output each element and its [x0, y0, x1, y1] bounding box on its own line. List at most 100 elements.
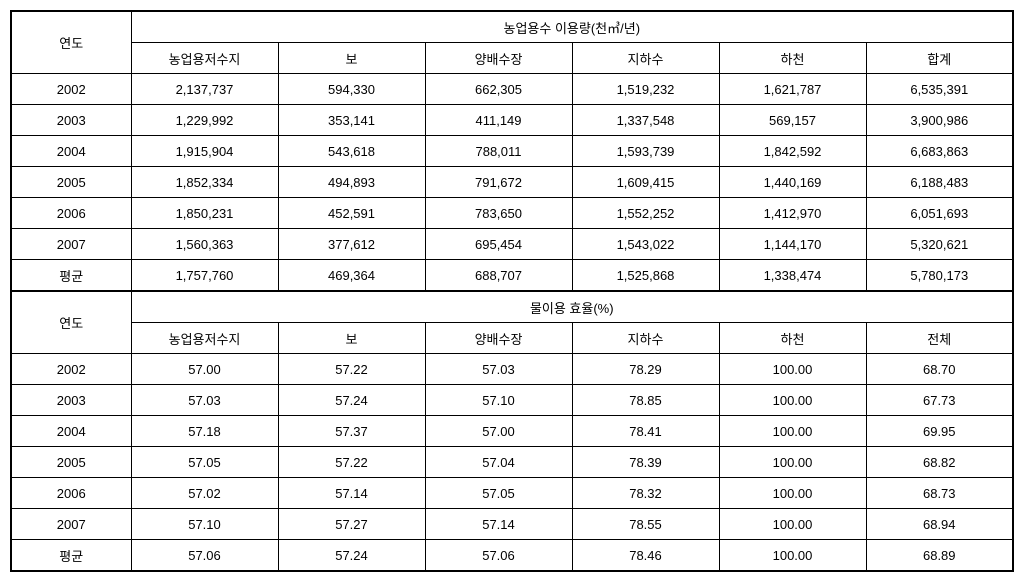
data-cell: 1,850,231 [131, 198, 278, 229]
year-cell: 2003 [11, 385, 131, 416]
data-cell: 57.04 [425, 447, 572, 478]
table-body: 연도 농업용수 이용량(천㎥/년) 농업용저수지 보 양배수장 지하수 하천 합… [11, 11, 1013, 571]
data-cell: 68.89 [866, 540, 1013, 572]
data-cell: 688,707 [425, 260, 572, 292]
data-cell: 69.95 [866, 416, 1013, 447]
data-cell: 5,780,173 [866, 260, 1013, 292]
data-cell: 1,852,334 [131, 167, 278, 198]
data-cell: 6,535,391 [866, 74, 1013, 105]
data-cell: 2,137,737 [131, 74, 278, 105]
data-cell: 100.00 [719, 354, 866, 385]
section1-col-3: 지하수 [572, 43, 719, 74]
data-cell: 569,157 [719, 105, 866, 136]
data-cell: 57.14 [278, 478, 425, 509]
table-row: 2002 57.00 57.22 57.03 78.29 100.00 68.7… [11, 354, 1013, 385]
data-cell: 1,440,169 [719, 167, 866, 198]
data-cell: 57.22 [278, 447, 425, 478]
data-cell: 1,144,170 [719, 229, 866, 260]
data-cell: 1,412,970 [719, 198, 866, 229]
year-cell: 2004 [11, 416, 131, 447]
data-cell: 57.10 [425, 385, 572, 416]
data-cell: 100.00 [719, 509, 866, 540]
data-cell: 353,141 [278, 105, 425, 136]
table-row: 2004 57.18 57.37 57.00 78.41 100.00 69.9… [11, 416, 1013, 447]
data-cell: 788,011 [425, 136, 572, 167]
section1-col-2: 양배수장 [425, 43, 572, 74]
table-row: 평균 1,757,760 469,364 688,707 1,525,868 1… [11, 260, 1013, 292]
data-cell: 68.70 [866, 354, 1013, 385]
data-cell: 6,683,863 [866, 136, 1013, 167]
data-cell: 469,364 [278, 260, 425, 292]
section1-col-4: 하천 [719, 43, 866, 74]
data-cell: 3,900,986 [866, 105, 1013, 136]
data-cell: 377,612 [278, 229, 425, 260]
year-cell: 2005 [11, 167, 131, 198]
data-cell: 57.00 [131, 354, 278, 385]
table-row: 2003 57.03 57.24 57.10 78.85 100.00 67.7… [11, 385, 1013, 416]
data-cell: 1,525,868 [572, 260, 719, 292]
year-cell: 2007 [11, 229, 131, 260]
data-cell: 494,893 [278, 167, 425, 198]
data-cell: 100.00 [719, 540, 866, 572]
data-cell: 68.94 [866, 509, 1013, 540]
data-cell: 57.24 [278, 385, 425, 416]
year-cell: 2003 [11, 105, 131, 136]
data-cell: 791,672 [425, 167, 572, 198]
data-cell: 78.29 [572, 354, 719, 385]
table-row: 2002 2,137,737 594,330 662,305 1,519,232… [11, 74, 1013, 105]
data-cell: 57.37 [278, 416, 425, 447]
data-cell: 57.05 [425, 478, 572, 509]
section2-year-header: 연도 [11, 291, 131, 354]
data-cell: 67.73 [866, 385, 1013, 416]
section1-col-1: 보 [278, 43, 425, 74]
data-cell: 1,338,474 [719, 260, 866, 292]
data-cell: 1,621,787 [719, 74, 866, 105]
data-cell: 1,560,363 [131, 229, 278, 260]
section1-header-row2: 농업용저수지 보 양배수장 지하수 하천 합계 [11, 43, 1013, 74]
data-cell: 1,609,415 [572, 167, 719, 198]
data-cell: 57.14 [425, 509, 572, 540]
section2-col-2: 양배수장 [425, 323, 572, 354]
year-cell: 2006 [11, 478, 131, 509]
year-cell: 평균 [11, 260, 131, 292]
data-cell: 100.00 [719, 447, 866, 478]
table-row: 2005 1,852,334 494,893 791,672 1,609,415… [11, 167, 1013, 198]
data-cell: 57.03 [131, 385, 278, 416]
data-cell: 57.10 [131, 509, 278, 540]
data-cell: 452,591 [278, 198, 425, 229]
year-cell: 2007 [11, 509, 131, 540]
data-cell: 1,552,252 [572, 198, 719, 229]
section2-header-row2: 농업용저수지 보 양배수장 지하수 하천 전체 [11, 323, 1013, 354]
data-cell: 1,757,760 [131, 260, 278, 292]
data-cell: 6,051,693 [866, 198, 1013, 229]
data-cell: 1,519,232 [572, 74, 719, 105]
year-cell: 2002 [11, 74, 131, 105]
table-row: 2004 1,915,904 543,618 788,011 1,593,739… [11, 136, 1013, 167]
data-cell: 68.73 [866, 478, 1013, 509]
data-cell: 411,149 [425, 105, 572, 136]
table-row: 2005 57.05 57.22 57.04 78.39 100.00 68.8… [11, 447, 1013, 478]
data-cell: 5,320,621 [866, 229, 1013, 260]
section2-col-3: 지하수 [572, 323, 719, 354]
data-cell: 662,305 [425, 74, 572, 105]
data-cell: 57.24 [278, 540, 425, 572]
table-row: 2006 57.02 57.14 57.05 78.32 100.00 68.7… [11, 478, 1013, 509]
data-cell: 57.18 [131, 416, 278, 447]
data-cell: 783,650 [425, 198, 572, 229]
data-cell: 57.22 [278, 354, 425, 385]
data-cell: 1,229,992 [131, 105, 278, 136]
data-cell: 695,454 [425, 229, 572, 260]
data-cell: 1,915,904 [131, 136, 278, 167]
section1-col-5: 합계 [866, 43, 1013, 74]
data-cell: 100.00 [719, 478, 866, 509]
data-cell: 57.27 [278, 509, 425, 540]
data-cell: 78.32 [572, 478, 719, 509]
year-cell: 2004 [11, 136, 131, 167]
table-row: 평균 57.06 57.24 57.06 78.46 100.00 68.89 [11, 540, 1013, 572]
table-row: 2007 57.10 57.27 57.14 78.55 100.00 68.9… [11, 509, 1013, 540]
table-row: 2003 1,229,992 353,141 411,149 1,337,548… [11, 105, 1013, 136]
data-cell: 57.00 [425, 416, 572, 447]
data-cell: 57.06 [425, 540, 572, 572]
section2-col-0: 농업용저수지 [131, 323, 278, 354]
section1-year-header: 연도 [11, 11, 131, 74]
